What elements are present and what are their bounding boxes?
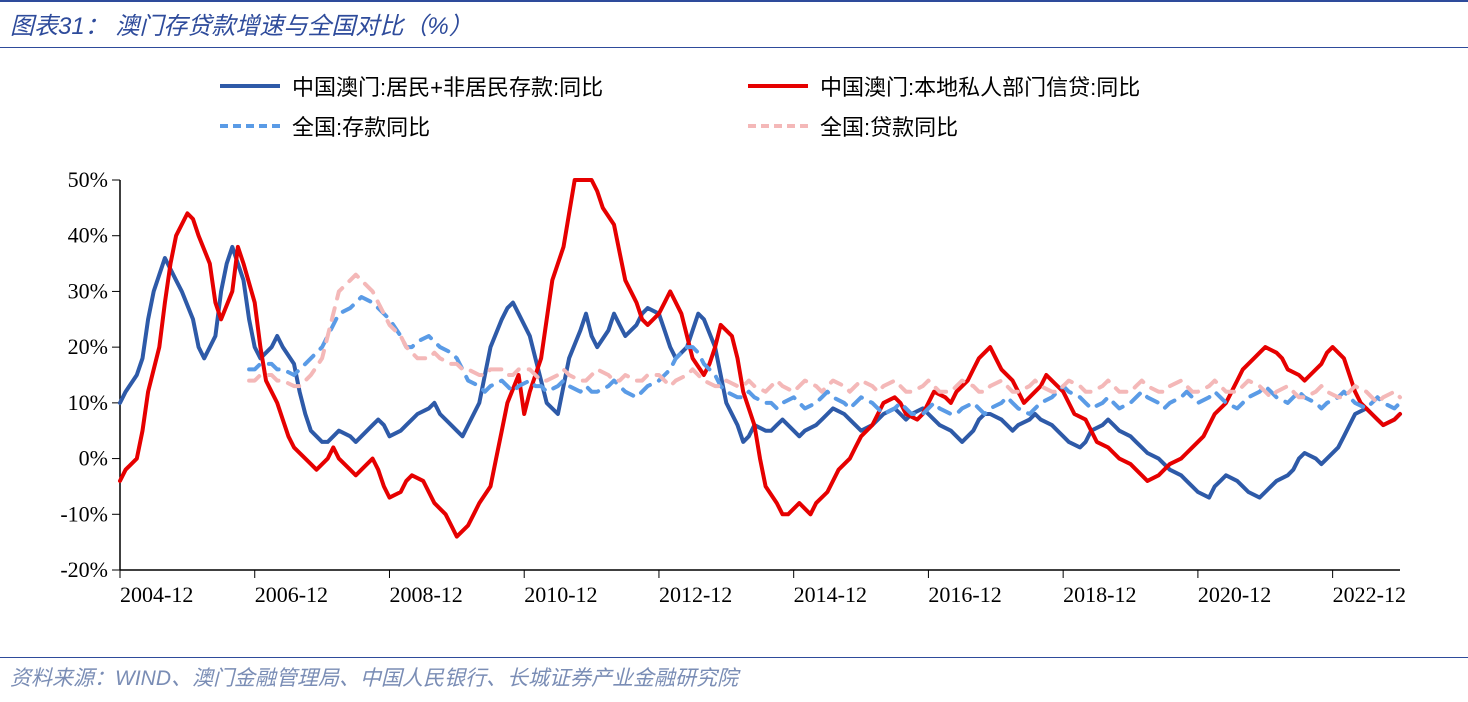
svg-text:40%: 40% — [68, 223, 108, 248]
svg-text:2012-12: 2012-12 — [659, 582, 732, 607]
svg-text:2006-12: 2006-12 — [255, 582, 328, 607]
legend-swatch — [748, 124, 808, 128]
svg-text:2018-12: 2018-12 — [1063, 582, 1136, 607]
legend: 中国澳门:居民+非居民存款:同比 中国澳门:本地私人部门信贷:同比全国:存款同比 全… — [220, 70, 1320, 150]
svg-text:30%: 30% — [68, 278, 108, 303]
legend-label: 中国澳门:本地私人部门信贷:同比 — [820, 70, 1140, 102]
svg-text:10%: 10% — [68, 390, 108, 415]
chart-source: 资料来源：WIND、澳门金融管理局、中国人民银行、长城证券产业金融研究院 — [0, 657, 1468, 696]
chart-title: 图表31： 澳门存贷款增速与全国对比（%） — [0, 0, 1468, 48]
svg-text:2014-12: 2014-12 — [794, 582, 867, 607]
svg-text:2008-12: 2008-12 — [389, 582, 462, 607]
legend-item: 中国澳门:本地私人部门信贷:同比 — [748, 70, 1276, 102]
legend-swatch — [220, 124, 280, 128]
svg-text:2010-12: 2010-12 — [524, 582, 597, 607]
chart-container: 中国澳门:居民+非居民存款:同比 中国澳门:本地私人部门信贷:同比全国:存款同比 全… — [40, 60, 1420, 620]
legend-item: 全国:贷款同比 — [748, 110, 1276, 142]
svg-text:50%: 50% — [68, 167, 108, 192]
legend-item: 全国:存款同比 — [220, 110, 748, 142]
legend-swatch — [220, 84, 280, 88]
svg-text:2016-12: 2016-12 — [928, 582, 1001, 607]
legend-label: 中国澳门:居民+非居民存款:同比 — [292, 70, 603, 102]
svg-text:-10%: -10% — [60, 501, 108, 526]
legend-swatch — [748, 84, 808, 88]
svg-text:-20%: -20% — [60, 557, 108, 582]
svg-text:20%: 20% — [68, 334, 108, 359]
legend-item: 中国澳门:居民+非居民存款:同比 — [220, 70, 748, 102]
legend-label: 全国:存款同比 — [292, 110, 430, 142]
legend-label: 全国:贷款同比 — [820, 110, 958, 142]
svg-text:2022-12: 2022-12 — [1333, 582, 1406, 607]
svg-text:0%: 0% — [79, 446, 108, 471]
svg-text:2004-12: 2004-12 — [120, 582, 193, 607]
svg-text:2020-12: 2020-12 — [1198, 582, 1271, 607]
